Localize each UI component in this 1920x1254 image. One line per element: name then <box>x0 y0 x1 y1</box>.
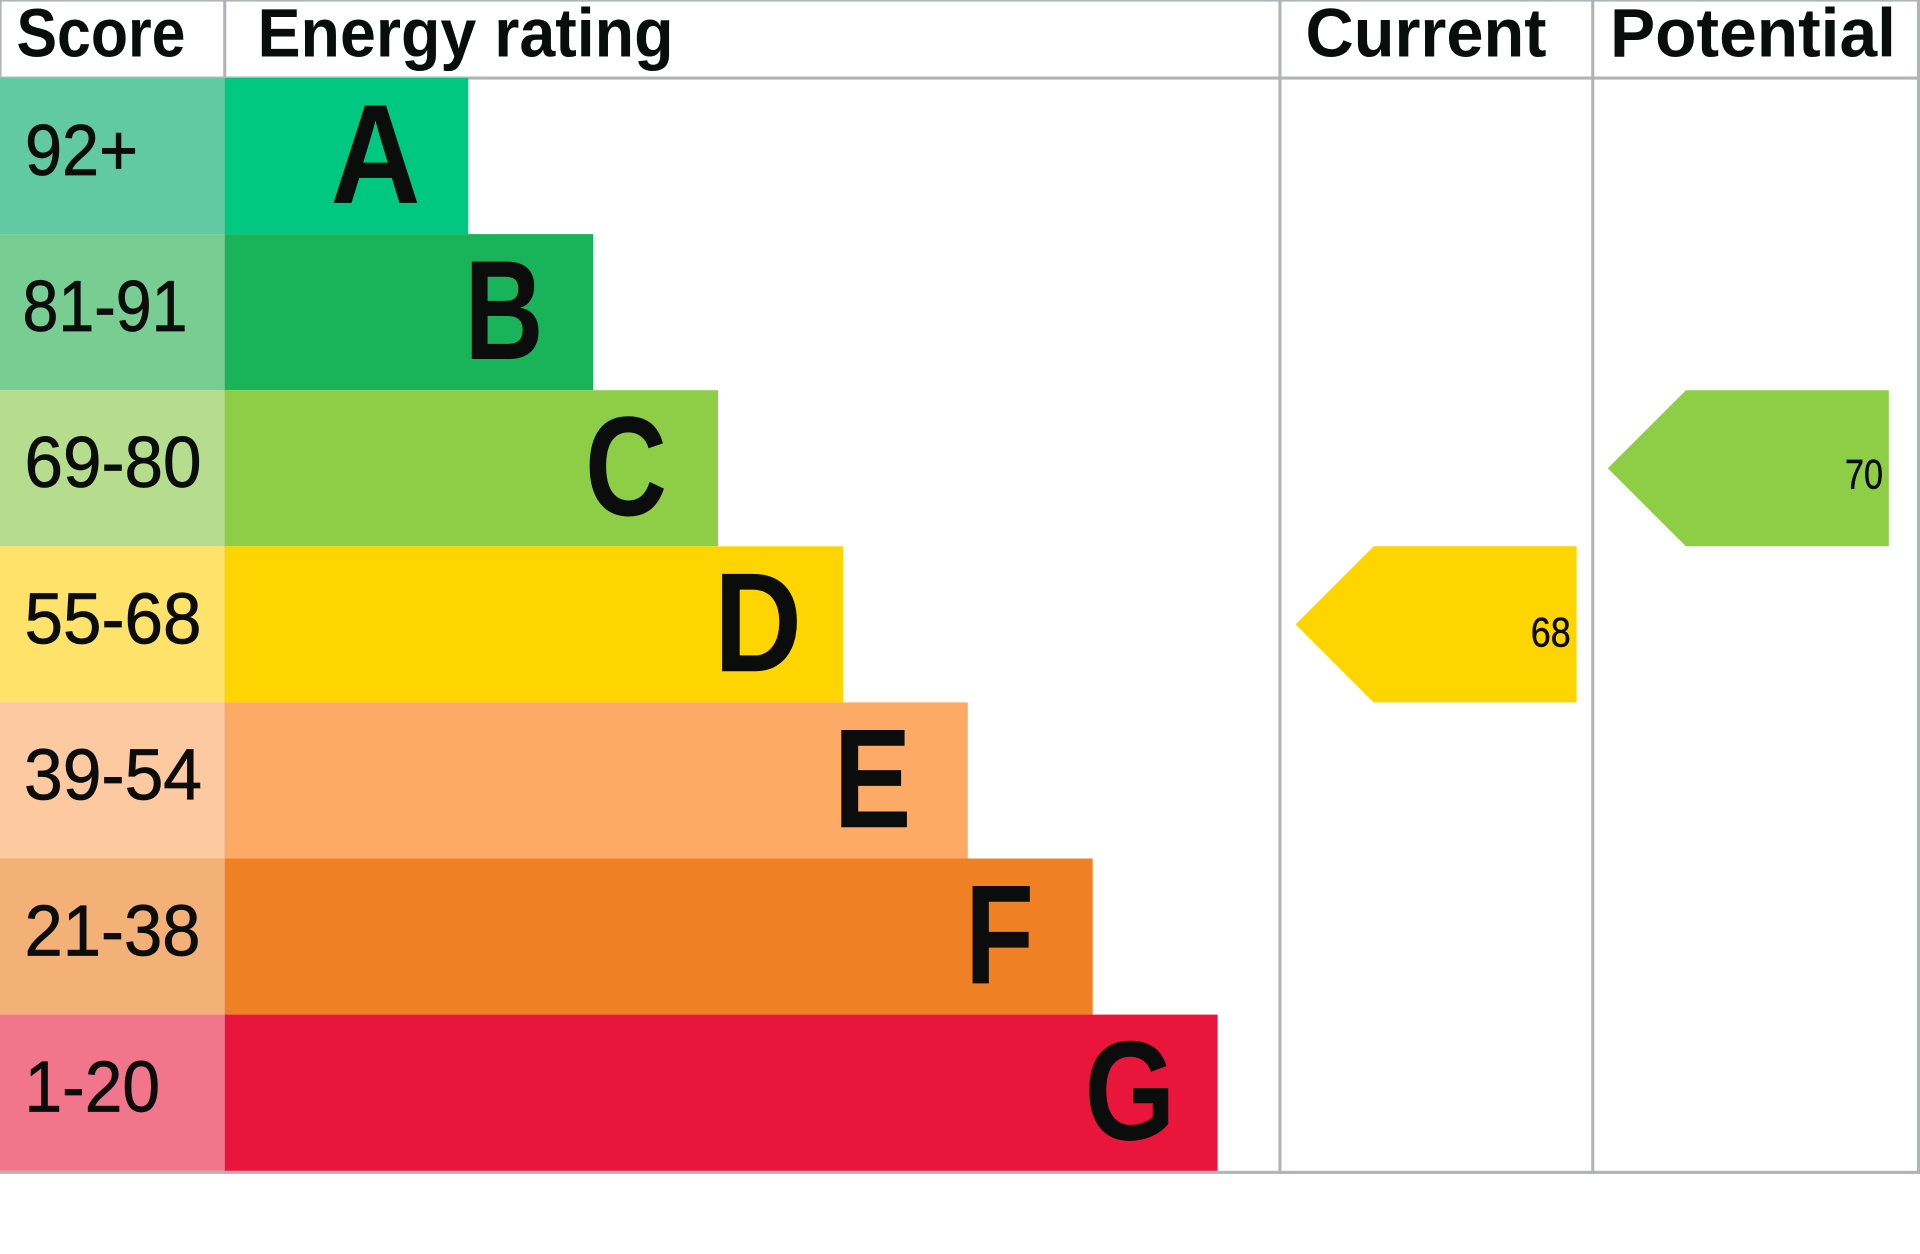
svg-text:Energy rating: Energy rating <box>258 0 674 72</box>
svg-text:Potential: Potential <box>1610 0 1896 72</box>
svg-text:1-20: 1-20 <box>25 1048 161 1128</box>
svg-text:F: F <box>965 855 1034 1013</box>
svg-text:A: A <box>331 75 421 233</box>
svg-text:C: C <box>585 387 667 545</box>
svg-text:55-68: 55-68 <box>25 579 202 659</box>
svg-text:70: 70 <box>1845 451 1883 498</box>
svg-text:G: G <box>1085 1012 1176 1170</box>
svg-text:E: E <box>834 699 912 857</box>
svg-text:B: B <box>465 231 544 389</box>
svg-text:21-38: 21-38 <box>25 892 201 972</box>
svg-text:69-80: 69-80 <box>25 423 202 503</box>
svg-text:Current: Current <box>1306 0 1547 72</box>
svg-text:Score: Score <box>17 0 186 72</box>
svg-text:39-54: 39-54 <box>24 735 202 815</box>
svg-text:68: 68 <box>1531 609 1571 656</box>
svg-text:81-91: 81-91 <box>23 267 188 347</box>
svg-text:92+: 92+ <box>25 111 138 191</box>
svg-text:D: D <box>714 543 802 701</box>
